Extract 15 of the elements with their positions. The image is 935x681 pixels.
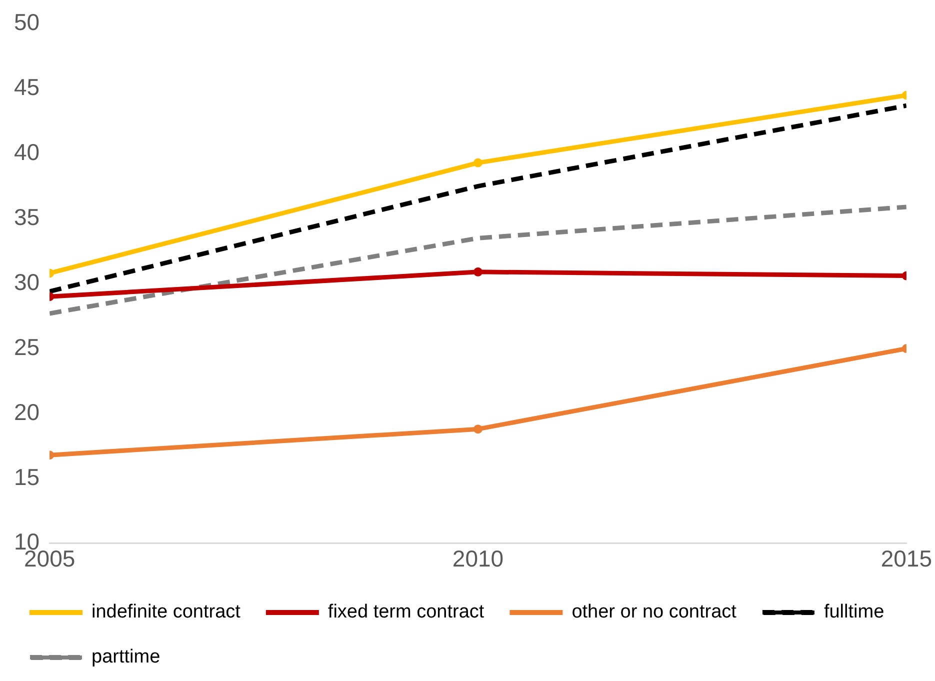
legend-label: indefinite contract (92, 602, 242, 623)
y-tick-label: 40 (14, 139, 40, 166)
x-tick-label: 2015 (880, 546, 932, 572)
y-tick-label: 30 (14, 268, 40, 295)
y-tick-label: 50 (14, 9, 40, 36)
y-tick-label: 25 (14, 334, 40, 360)
legend-label: fulltime (824, 602, 884, 623)
x-tick-label: 2010 (452, 546, 504, 572)
y-tick-label: 20 (14, 398, 40, 425)
legend-label: fixed term contract (328, 602, 485, 623)
legend-label: parttime (92, 646, 160, 668)
y-tick-label: 15 (14, 464, 40, 490)
y-tick-label: 45 (14, 74, 40, 100)
legend-label: other or no contract (572, 602, 738, 623)
y-tick-label: 35 (14, 204, 40, 230)
